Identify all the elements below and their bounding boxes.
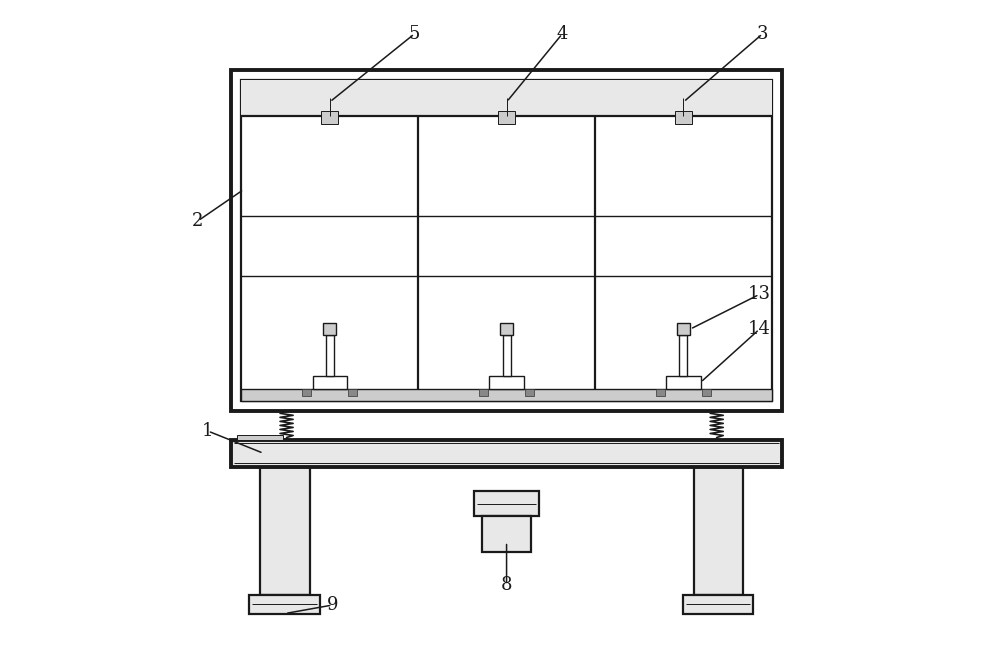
- Bar: [237, 435, 283, 440]
- Bar: [321, 111, 338, 124]
- Text: 14: 14: [748, 321, 771, 338]
- Bar: [683, 595, 753, 614]
- Bar: [482, 516, 531, 553]
- Bar: [666, 376, 701, 389]
- Bar: [679, 335, 687, 376]
- Bar: [241, 389, 772, 401]
- Bar: [231, 70, 782, 411]
- Bar: [479, 389, 488, 396]
- Bar: [702, 389, 711, 396]
- Bar: [500, 323, 513, 335]
- Bar: [677, 323, 690, 335]
- Text: 3: 3: [757, 25, 768, 43]
- Bar: [348, 389, 357, 396]
- Bar: [503, 335, 511, 376]
- Bar: [302, 389, 311, 396]
- Bar: [313, 376, 347, 389]
- Text: 2: 2: [192, 212, 204, 230]
- Bar: [474, 491, 539, 516]
- Bar: [525, 389, 534, 396]
- Bar: [323, 323, 336, 335]
- Text: 9: 9: [327, 596, 338, 614]
- Bar: [656, 389, 665, 396]
- Bar: [489, 376, 524, 389]
- Text: 1: 1: [202, 422, 214, 440]
- Text: 5: 5: [409, 25, 420, 43]
- Bar: [694, 467, 743, 595]
- Text: 4: 4: [557, 25, 568, 43]
- Bar: [241, 80, 772, 401]
- Bar: [231, 440, 782, 467]
- Bar: [326, 335, 334, 376]
- Text: 13: 13: [748, 285, 771, 303]
- Bar: [249, 595, 320, 614]
- Bar: [498, 111, 515, 124]
- Text: 8: 8: [501, 577, 512, 595]
- Bar: [260, 467, 310, 595]
- Bar: [675, 111, 692, 124]
- Bar: [241, 80, 772, 116]
